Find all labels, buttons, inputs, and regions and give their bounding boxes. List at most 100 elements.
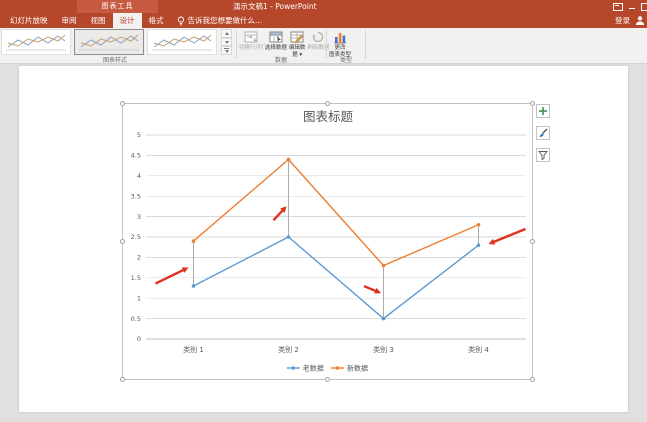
annotation-arrow-head[interactable] — [488, 238, 496, 245]
legend-marker-point-0[interactable] — [291, 366, 296, 370]
tab-0[interactable]: 幻灯片放映 — [10, 16, 48, 25]
series-point-1-1[interactable] — [286, 157, 291, 162]
chart-styles-group-label: 图表样式 — [102, 57, 127, 64]
selection-handle[interactable] — [325, 377, 330, 382]
group-separator — [326, 30, 327, 59]
x-axis-category-label: 类别 1 — [183, 345, 204, 354]
annotation-arrow-shaft[interactable] — [154, 268, 185, 285]
gallery-scroll — [221, 29, 232, 56]
tell-me-box[interactable]: 告诉我您想要做什么... — [177, 13, 263, 28]
group-separator — [365, 30, 366, 59]
tab-3[interactable]: 设计 — [112, 13, 142, 28]
selection-handle[interactable] — [530, 239, 535, 244]
ribbon: 图表样式 切换行/列 选择数据 编辑数据 ▾ 刷新数据 数据 更改 图表类型 类型 — [0, 28, 647, 64]
brush-icon — [539, 128, 548, 137]
selection-handle[interactable] — [120, 239, 125, 244]
selection-handle[interactable] — [120, 377, 125, 382]
lightbulb-icon — [177, 16, 184, 25]
plus-icon — [539, 107, 547, 115]
type-button-label: 更改 图表类型 — [329, 45, 352, 58]
selection-handle[interactable] — [530, 101, 535, 106]
y-axis-tick-label: 0.5 — [131, 315, 141, 323]
tell-me-label: 告诉我您想要做什么... — [187, 16, 263, 25]
select-data-icon — [269, 31, 283, 43]
account-area: 登录 — [615, 13, 645, 28]
data-button-2[interactable]: 编辑数据 ▾ — [288, 29, 307, 59]
chart-style-thumbnail-0[interactable] — [1, 29, 71, 55]
annotation-arrow-head[interactable] — [280, 206, 287, 213]
annotation-arrow-shaft[interactable] — [492, 227, 526, 244]
chart-title[interactable]: 图表标题 — [303, 109, 354, 124]
y-axis-tick-label: 3 — [137, 213, 141, 221]
gallery-scroll-down-icon[interactable] — [221, 37, 232, 47]
tab-4[interactable]: 格式 — [148, 16, 164, 25]
series-point-1-3[interactable] — [476, 222, 481, 227]
annotation-arrow-head[interactable] — [374, 287, 381, 294]
tab-2[interactable]: 视图 — [90, 16, 106, 25]
selection-handle[interactable] — [120, 101, 125, 106]
sign-in-link[interactable]: 登录 — [615, 16, 630, 25]
annotation-arrow-shaft[interactable] — [363, 284, 377, 293]
legend-marker-point-1[interactable] — [335, 366, 340, 370]
maximize-icon[interactable] — [641, 2, 647, 11]
style-preview-icon — [79, 34, 139, 51]
selection-handle[interactable] — [530, 377, 535, 382]
data-button-0: 切换行/列 — [238, 29, 264, 52]
minimize-icon[interactable] — [629, 7, 635, 9]
type-button-0[interactable]: 更改 图表类型 — [328, 29, 352, 59]
data-button-1[interactable]: 选择数据 — [264, 29, 288, 52]
series-point-0-1[interactable] — [286, 235, 291, 239]
series-point-0-3[interactable] — [476, 243, 481, 247]
chart-style-thumbnail-2[interactable] — [147, 29, 217, 55]
group-separator — [236, 30, 237, 59]
edit-data-icon — [290, 31, 304, 44]
series-line-0[interactable] — [193, 236, 479, 320]
chart-style-thumbnail-1[interactable] — [74, 29, 144, 55]
funnel-icon — [538, 151, 548, 160]
x-axis-category-label: 类别 2 — [278, 345, 299, 354]
legend-label-0[interactable]: 老数据 — [303, 363, 324, 372]
style-preview-icon — [152, 34, 212, 51]
chart-quick-buttons — [536, 104, 550, 162]
data-button-3: 刷新数据 — [306, 29, 330, 52]
switch-row-column-icon — [244, 31, 258, 43]
refresh-data-icon — [312, 31, 324, 43]
ribbon-tabs: 幻灯片放映 审阅 视图 设计 格式 — [0, 13, 171, 28]
tab-1[interactable]: 审阅 — [61, 16, 77, 25]
series-point-0-2[interactable] — [381, 316, 386, 321]
data-button-label: 刷新数据 — [307, 45, 330, 51]
change-chart-type-icon — [334, 33, 346, 44]
chart-styles-button[interactable] — [536, 126, 550, 140]
chart-elements-button[interactable] — [536, 104, 550, 118]
data-button-label: 切换行/列 — [239, 45, 263, 51]
ribbon-display-options-icon[interactable] — [613, 2, 623, 11]
contextual-tools-label: 图表工具 — [77, 0, 158, 13]
series-point-1-2[interactable] — [381, 263, 386, 268]
window-controls — [613, 0, 647, 13]
selection-handle[interactable] — [325, 101, 330, 106]
y-axis-tick-label: 1 — [137, 294, 141, 302]
series-line-1[interactable] — [193, 158, 479, 267]
y-axis-tick-label: 5 — [137, 131, 141, 139]
gallery-scroll-up-icon[interactable] — [221, 29, 232, 38]
series-point-0-0[interactable] — [191, 284, 196, 288]
data-button-label: 编辑数据 ▾ — [288, 45, 306, 58]
person-icon[interactable] — [635, 15, 645, 26]
annotation-arrow-shaft[interactable] — [272, 209, 284, 222]
data-button-label: 选择数据 — [264, 45, 287, 51]
annotation-arrow-head[interactable] — [181, 267, 189, 273]
y-axis-tick-label: 2 — [137, 254, 141, 262]
x-axis-category-label: 类别 4 — [468, 345, 489, 354]
window-title: 演示文稿1 - PowerPoint — [233, 2, 317, 11]
type-group-label: 类型 — [339, 57, 352, 64]
series-point-1-0[interactable] — [191, 239, 196, 243]
slide-canvas[interactable]: 0 0.5 1 1.5 2 2.5 3 3.5 4 4.5 5 类别 1 类别 2 类别 3 类别 4 图表标… — [19, 66, 628, 412]
data-group: 切换行/列 选择数据 编辑数据 ▾ 刷新数据 — [238, 29, 330, 59]
x-axis-category-label: 类别 3 — [373, 345, 394, 354]
data-group-label: 数据 — [274, 57, 287, 64]
chart-filters-button[interactable] — [536, 148, 550, 162]
gallery-more-icon[interactable] — [221, 46, 232, 56]
style-preview-icon — [6, 34, 66, 51]
chart-object-frame[interactable]: 0 0.5 1 1.5 2 2.5 3 3.5 4 4.5 5 类别 1 类别 2 类别 3 类别 4 图表标… — [120, 101, 535, 382]
legend-label-1[interactable]: 新数据 — [347, 363, 368, 372]
